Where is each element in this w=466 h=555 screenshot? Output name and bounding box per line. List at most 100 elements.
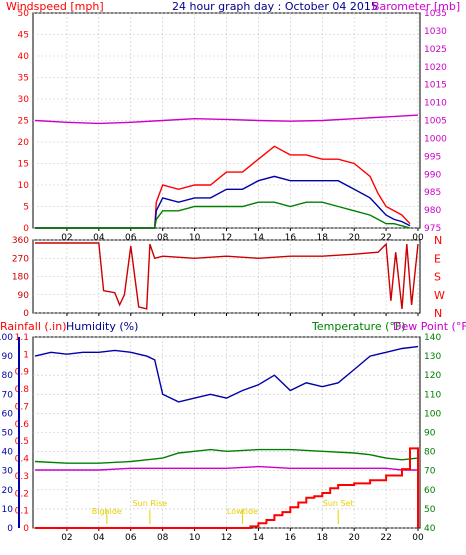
x-tick-label: 18 <box>317 233 329 243</box>
annotation-label: Sun Set <box>323 499 354 508</box>
compass-label: N <box>434 234 442 247</box>
x-tick-label: 10 <box>189 533 201 543</box>
barometer-line <box>34 114 419 125</box>
y-left-tick-label: 0.5 <box>15 437 29 447</box>
y-left-tick-label: 270 <box>12 254 29 264</box>
y-left-tick-label: 30 <box>18 95 30 105</box>
y-left-tick-label: 0.8 <box>15 385 30 395</box>
y-right-tick-label: 985 <box>424 188 441 198</box>
y-right-tick-label: 1020 <box>424 63 447 73</box>
y-left-tick-label: 25 <box>18 117 29 127</box>
y-right-tick-label: 975 <box>424 224 441 234</box>
humidity-tick-label: 40 <box>2 448 14 458</box>
compass-label: N <box>434 307 442 320</box>
y-left-tick-label: 0.7 <box>15 402 29 412</box>
wind-barometer-panel: Windspeed [mph] 24 hour graph day : Octo… <box>6 0 460 243</box>
y-left-tick-label: 20 <box>18 138 30 148</box>
y-left-tick-label: 0.4 <box>15 455 30 465</box>
barometer-y-axis: 975 980 985 990 995 1000 1005 1010 1015 1020 1025 1… <box>424 9 447 234</box>
y-right-tick-label: 1035 <box>424 9 447 19</box>
min-wind-line <box>35 201 411 229</box>
y-right-tick-label: 1005 <box>424 117 447 127</box>
x-tick-label: 14 <box>253 233 265 243</box>
temperature-line <box>34 448 419 464</box>
y-left-tick-label: 15 <box>18 160 29 170</box>
y-left-tick-label: 180 <box>12 273 29 283</box>
x-tick-label: 10 <box>189 233 201 243</box>
y-right-tick-label: 120 <box>424 371 441 381</box>
rainfall-line <box>35 447 419 529</box>
y-right-tick-label: 140 <box>424 333 441 343</box>
y-left-tick-label: 0 <box>23 309 29 319</box>
humidity-tick-label: 50 <box>2 429 14 439</box>
windspeed-line <box>35 145 411 229</box>
humidity-label: Humidity (%) <box>66 320 138 333</box>
windspeed-label: Windspeed [mph] <box>6 0 104 13</box>
y-right-tick-label: 1025 <box>424 45 447 55</box>
rainfall-label: Rainfall (.in) <box>0 320 67 333</box>
x-tick-label: 20 <box>348 533 360 543</box>
y-right-tick-label: 80 <box>424 448 436 458</box>
humidity-tick-label: 90 <box>2 352 14 362</box>
y-right-tick-label: 70 <box>424 467 436 477</box>
x-tick-label: 02 <box>61 233 72 243</box>
y-left-tick-label: 45 <box>18 31 29 41</box>
humidity-tick-label: 10 <box>2 505 14 515</box>
direction-y-axis: 0 90 180 270 360 <box>12 236 29 319</box>
y-left-tick-label: 10 <box>18 181 30 191</box>
y-right-tick-label: 1030 <box>424 27 447 37</box>
x-tick-label: 18 <box>317 533 329 543</box>
y-left-tick-label: 360 <box>12 236 29 246</box>
humidity-y-axis: 0 10 20 30 40 50 60 70 80 90 100 <box>0 333 20 534</box>
x-tick-label: 00 <box>412 533 424 543</box>
direction-line <box>35 242 419 310</box>
y-right-tick-label: 90 <box>424 429 436 439</box>
humidity-x-axis: 02 04 06 08 10 12 14 16 18 20 22 00 <box>61 533 424 543</box>
y-right-tick-label: 50 <box>424 505 436 515</box>
y-right-tick-label: 995 <box>424 152 441 162</box>
wind-x-axis: 02 04 06 08 10 12 14 16 18 20 22 00 <box>61 233 424 243</box>
y-right-tick-label: 1010 <box>424 99 447 109</box>
humidity-tick-label: 70 <box>2 390 14 400</box>
humidity-tick-label: 80 <box>2 371 14 381</box>
y-left-tick-label: 0.3 <box>15 472 29 482</box>
x-tick-label: 14 <box>253 533 265 543</box>
x-tick-label: 06 <box>125 533 137 543</box>
humidity-tick-label: 30 <box>2 467 14 477</box>
y-right-tick-label: 100 <box>424 409 441 419</box>
avg-wind-line <box>35 175 411 229</box>
y-left-tick-label: 1 <box>23 350 29 360</box>
x-tick-label: 08 <box>157 533 169 543</box>
y-left-tick-label: 0.2 <box>15 489 29 499</box>
x-tick-label: 22 <box>380 233 391 243</box>
y-left-tick-label: 40 <box>18 52 30 62</box>
y-right-tick-label: 60 <box>424 486 436 496</box>
y-left-tick-label: 0.6 <box>15 420 30 430</box>
compass-label: S <box>434 271 441 284</box>
y-left-tick-label: 5 <box>23 203 29 213</box>
x-tick-label: 04 <box>93 233 105 243</box>
dewpoint-label: Dew Point (°F) <box>393 320 466 333</box>
y-right-tick-label: 1000 <box>424 134 447 144</box>
humidity-tick-label: 60 <box>2 409 14 419</box>
y-left-tick-label: 50 <box>18 9 30 19</box>
humidity-tick-label: 100 <box>0 333 13 343</box>
compass-label: W <box>434 289 445 302</box>
barometer-label: Barometer [mb] <box>372 0 460 13</box>
y-left-tick-label: 0 <box>23 524 29 534</box>
x-tick-label: 12 <box>221 533 232 543</box>
y-right-tick-label: 40 <box>424 524 436 534</box>
humidity-tick-label: 0 <box>7 524 13 534</box>
y-left-tick-label: 90 <box>18 291 30 301</box>
y-left-tick-label: 0.1 <box>15 507 29 517</box>
temperature-label: Temperature (°F) <box>311 320 406 333</box>
humidity-tick-label: 20 <box>2 486 14 496</box>
direction-series <box>35 242 419 310</box>
direction-grid <box>33 239 420 316</box>
x-tick-label: 16 <box>285 233 297 243</box>
rain-y-axis: 0 0.1 0.2 0.3 0.4 0.5 0.6 0.7 0.8 0.9 1 1.1 <box>15 333 30 534</box>
